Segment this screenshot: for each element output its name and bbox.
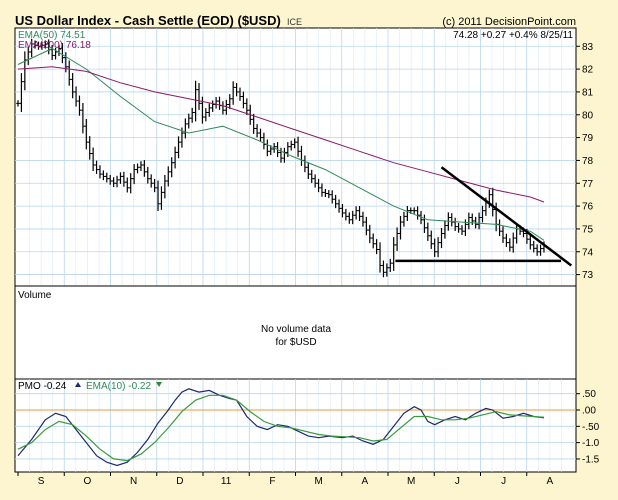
pmo-up-arrow-icon	[75, 382, 81, 387]
pmo-signal-line	[17, 394, 545, 462]
month-tick-label: 11	[221, 476, 232, 487]
pmo-line	[17, 388, 545, 467]
month-tick-label: D	[176, 476, 183, 487]
quote-text: 74.28 +0.27 +0.4% 8/25/11	[453, 30, 573, 41]
price-y-tick-label: 76	[582, 202, 594, 213]
ema200-line	[17, 66, 545, 203]
price-y-tick-label: 77	[582, 179, 594, 190]
month-tick-label: A	[362, 476, 369, 487]
month-tick-label: N	[130, 476, 137, 487]
pmo-down-arrow-icon	[156, 382, 162, 387]
month-tick-label: J	[455, 476, 460, 487]
pmo-legend: PMO -0.24	[18, 381, 67, 392]
pmo-gridlines	[15, 379, 576, 472]
month-tick-label: J	[501, 476, 506, 487]
price-y-tick-label: 82	[582, 65, 594, 76]
volume-message-2: for $USD	[275, 337, 316, 348]
ema50-line	[17, 47, 545, 241]
price-y-tick-label: 83	[582, 42, 594, 53]
pmo-y-tick-label: -.50	[582, 422, 600, 433]
pmo-y-axis: .50 .00 -.50 -1.0 -1.5	[576, 389, 600, 465]
month-tick-label: S	[38, 476, 45, 487]
ema50-legend: EMA(50) 74.51	[18, 30, 86, 41]
price-y-tick-label: 73	[582, 270, 594, 281]
ema200-legend: EMA(200) 76.18	[18, 40, 91, 51]
price-y-tick-label: 78	[582, 156, 594, 167]
month-tick-label: M	[407, 476, 415, 487]
volume-panel	[14, 285, 577, 380]
descending-trendline	[440, 166, 573, 267]
month-tick-label: F	[269, 476, 275, 487]
pmo-ema-legend: EMA(10) -0.22	[86, 381, 151, 392]
price-y-tick-label: 74	[582, 247, 594, 258]
month-tick-label: O	[83, 476, 91, 487]
price-y-tick-label: 79	[582, 133, 594, 144]
price-ohlc-series	[16, 38, 546, 278]
pmo-y-tick-label: -1.5	[582, 454, 600, 465]
pmo-y-tick-label: .00	[582, 406, 596, 417]
price-y-tick-label: 75	[582, 224, 594, 235]
month-tick-label: M	[314, 476, 322, 487]
exchange-label: ICE	[287, 17, 302, 27]
pmo-y-tick-label: .50	[582, 389, 596, 400]
pmo-y-tick-label: -1.0	[582, 438, 600, 449]
x-axis-months: S O N D 11 F M A M J J A	[17, 472, 554, 487]
price-y-tick-label: 81	[582, 87, 594, 98]
volume-title: Volume	[18, 290, 52, 301]
chart-title: US Dollar Index - Cash Settle (EOD) ($US…	[15, 13, 281, 28]
price-y-axis: 73 74 75 76 77 78 79 80 81 82 83	[576, 42, 594, 281]
volume-message-1: No volume data	[261, 324, 331, 335]
price-y-tick-label: 80	[582, 110, 594, 121]
copyright-text: (c) 2011 DecisionPoint.com	[442, 16, 576, 28]
month-tick-label: A	[547, 476, 554, 487]
